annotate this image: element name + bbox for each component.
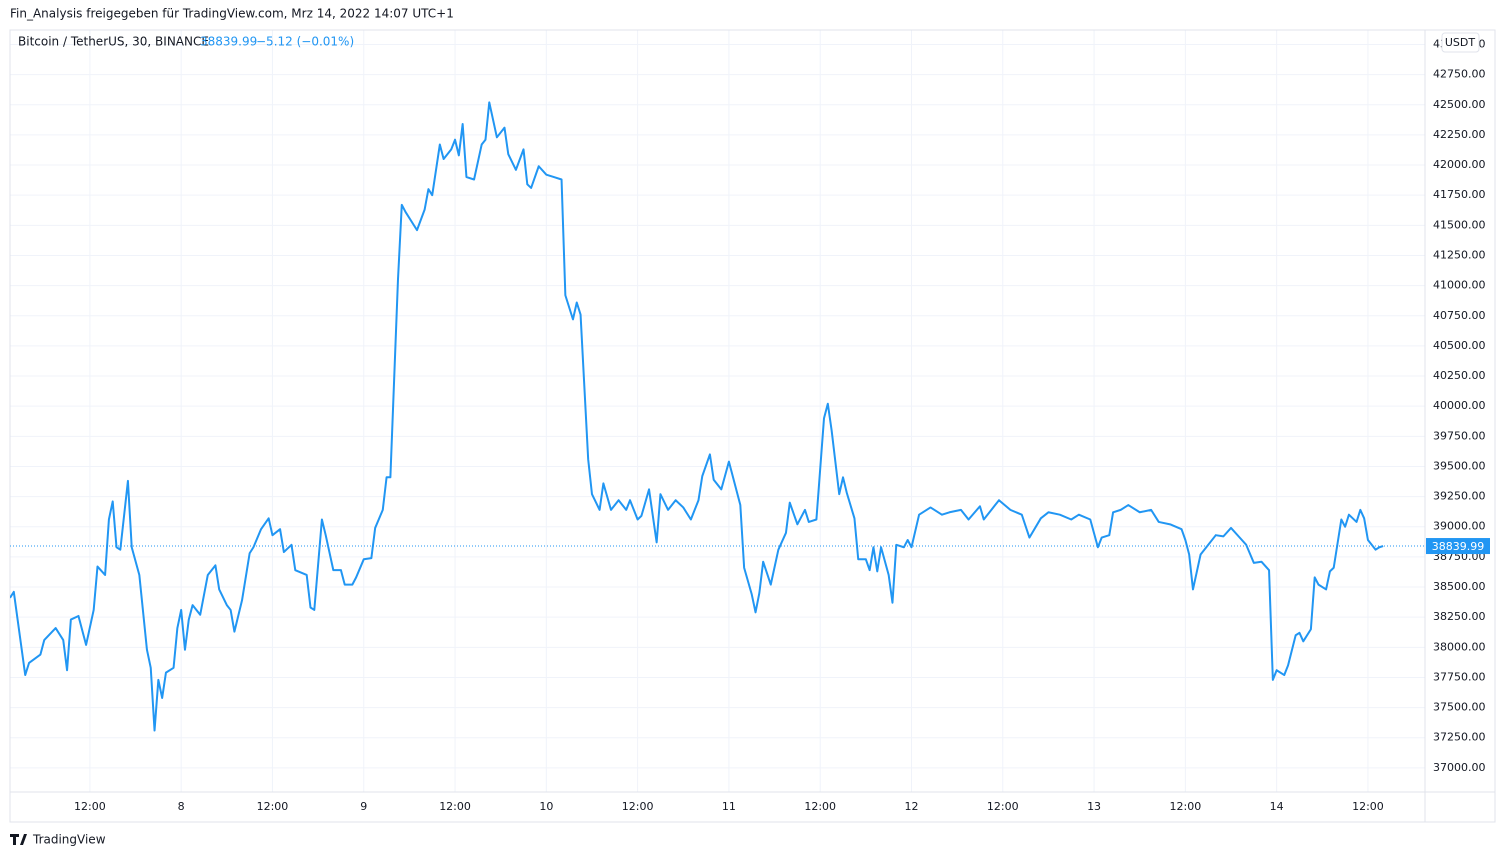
axes: 37000.00 37250.00 37500.00 37750.00 38000.00…	[74, 37, 1490, 813]
y-tick-label: 39500.00	[1433, 459, 1486, 472]
plot-area	[10, 101, 1425, 732]
x-tick-label: 12	[904, 800, 918, 813]
x-tick-label: 9	[360, 800, 367, 813]
y-tick-label: 41500.00	[1433, 218, 1486, 231]
y-tick-label: 42250.00	[1433, 128, 1486, 141]
x-tick-label: 12:00	[1170, 800, 1202, 813]
legend-price: 38839.99	[200, 35, 257, 49]
x-tick-label: 11	[722, 800, 736, 813]
x-tick-label: 12:00	[257, 800, 289, 813]
x-tick-label: 12:00	[804, 800, 836, 813]
y-tick-label: 41750.00	[1433, 188, 1486, 201]
y-tick-label: 37500.00	[1433, 701, 1486, 714]
x-tick-label: 10	[539, 800, 553, 813]
y-tick-label: 37250.00	[1433, 731, 1486, 744]
legend-change: −5.12 (−0.01%)	[256, 35, 354, 49]
x-tick-label: 8	[178, 800, 185, 813]
y-tick-label: 40000.00	[1433, 399, 1486, 412]
y-tick-label: 42750.00	[1433, 68, 1486, 81]
x-tick-label: 12:00	[74, 800, 106, 813]
grid	[10, 30, 1425, 792]
chart-frame	[9, 29, 1496, 823]
legend-title: Bitcoin / TetherUS, 30, BINANCE	[18, 35, 209, 49]
y-tick-label: 38250.00	[1433, 610, 1486, 623]
y-tick-label: 38500.00	[1433, 580, 1486, 593]
y-tick-label: 42000.00	[1433, 158, 1486, 171]
header: Fin_Analysis freigegeben für TradingView…	[10, 7, 454, 21]
y-tick-label: 38000.00	[1433, 640, 1486, 653]
x-tick-label: 12:00	[439, 800, 471, 813]
x-tick-label: 12:00	[987, 800, 1019, 813]
last-price-label: 38839.99	[1432, 540, 1485, 553]
x-tick-label: 12:00	[622, 800, 654, 813]
x-tick-label: 14	[1270, 800, 1284, 813]
y-tick-label: 40750.00	[1433, 309, 1486, 322]
y-tick-label: 41000.00	[1433, 279, 1486, 292]
currency-box[interactable]	[1441, 32, 1480, 53]
last-price-box	[1426, 538, 1490, 555]
x-tick-label: 13	[1087, 800, 1101, 813]
y-tick-label: 41250.00	[1433, 248, 1486, 261]
currency-label[interactable]: USDT	[1445, 36, 1476, 49]
y-tick-label: 40500.00	[1433, 339, 1486, 352]
x-tick-label: 12:00	[1352, 800, 1384, 813]
y-tick-label: 39250.00	[1433, 490, 1486, 503]
y-tick-label: 39750.00	[1433, 429, 1486, 442]
brand: TradingView	[32, 833, 106, 847]
brand-logo	[10, 834, 27, 845]
y-tick-label: 40250.00	[1433, 369, 1486, 382]
price-line	[10, 101, 1384, 732]
y-tick-label: 42500.00	[1433, 98, 1486, 111]
y-tick-label: 39000.00	[1433, 520, 1486, 533]
y-tick-label: 37750.00	[1433, 670, 1486, 683]
y-tick-label: 37000.00	[1433, 761, 1486, 774]
